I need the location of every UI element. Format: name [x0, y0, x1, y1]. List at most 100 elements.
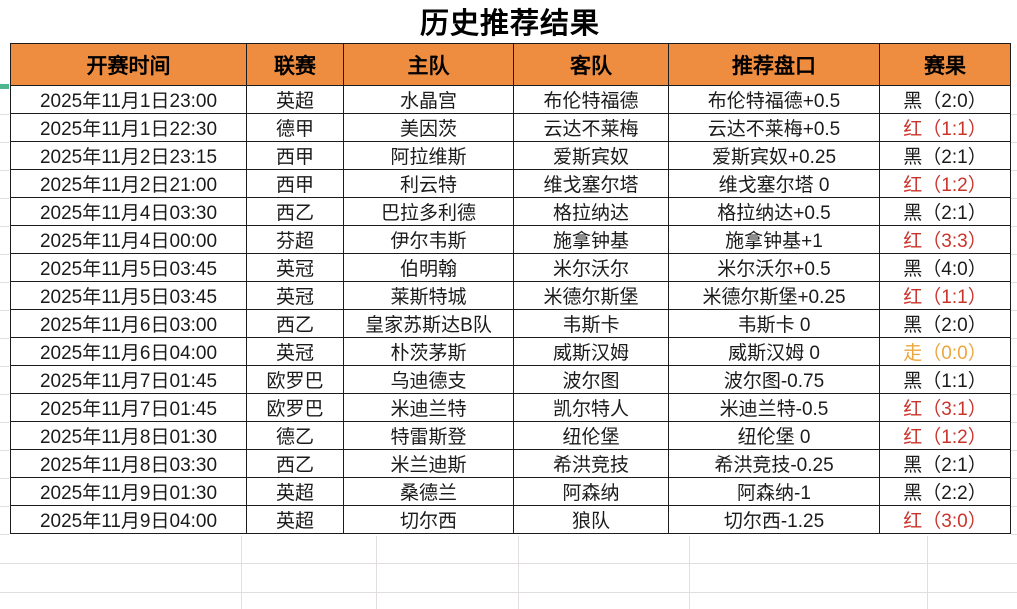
cell-handicap[interactable]: 布伦特福德+0.5	[668, 85, 880, 114]
cell-league[interactable]: 德甲	[246, 113, 344, 142]
cell-result[interactable]: 黑（4:0）	[879, 253, 1011, 282]
cell-kickoff-time[interactable]: 2025年11月9日04:00	[10, 505, 247, 534]
cell-home-team[interactable]: 利云特	[343, 169, 514, 198]
cell-result[interactable]: 黑（2:0）	[879, 309, 1011, 338]
cell-away-team[interactable]: 凯尔特人	[513, 393, 669, 422]
cell-home-team[interactable]: 特雷斯登	[343, 421, 514, 450]
cell-away-team[interactable]: 爱斯宾奴	[513, 141, 669, 170]
cell-kickoff-time[interactable]: 2025年11月6日03:00	[10, 309, 247, 338]
cell-kickoff-time[interactable]: 2025年11月7日01:45	[10, 365, 247, 394]
cell-kickoff-time[interactable]: 2025年11月2日21:00	[10, 169, 247, 198]
cell-kickoff-time[interactable]: 2025年11月4日03:30	[10, 197, 247, 226]
cell-home-team[interactable]: 莱斯特城	[343, 281, 514, 310]
cell-result[interactable]: 红（3:3）	[879, 225, 1011, 254]
column-header-away-team[interactable]: 客队	[513, 43, 669, 86]
cell-away-team[interactable]: 维戈塞尔塔	[513, 169, 669, 198]
cell-home-team[interactable]: 巴拉多利德	[343, 197, 514, 226]
cell-home-team[interactable]: 伯明翰	[343, 253, 514, 282]
cell-away-team[interactable]: 希洪竞技	[513, 449, 669, 478]
column-header-kickoff-time[interactable]: 开赛时间	[10, 43, 247, 86]
cell-away-team[interactable]: 韦斯卡	[513, 309, 669, 338]
cell-home-team[interactable]: 米迪兰特	[343, 393, 514, 422]
cell-handicap[interactable]: 米尔沃尔+0.5	[668, 253, 880, 282]
cell-result[interactable]: 黑（2:0）	[879, 85, 1011, 114]
cell-home-team[interactable]: 朴茨茅斯	[343, 337, 514, 366]
cell-result[interactable]: 走（0:0）	[879, 337, 1011, 366]
cell-handicap[interactable]: 波尔图-0.75	[668, 365, 880, 394]
cell-league[interactable]: 西乙	[246, 309, 344, 338]
cell-result[interactable]: 红（1:1）	[879, 281, 1011, 310]
cell-home-team[interactable]: 美因茨	[343, 113, 514, 142]
cell-kickoff-time[interactable]: 2025年11月2日23:15	[10, 141, 247, 170]
cell-away-team[interactable]: 狼队	[513, 505, 669, 534]
cell-result[interactable]: 黑（2:1）	[879, 449, 1011, 478]
cell-league[interactable]: 欧罗巴	[246, 393, 344, 422]
cell-kickoff-time[interactable]: 2025年11月8日01:30	[10, 421, 247, 450]
cell-kickoff-time[interactable]: 2025年11月7日01:45	[10, 393, 247, 422]
cell-league[interactable]: 英冠	[246, 253, 344, 282]
cell-kickoff-time[interactable]: 2025年11月1日23:00	[10, 85, 247, 114]
cell-result[interactable]: 黑（1:1）	[879, 365, 1011, 394]
cell-league[interactable]: 英超	[246, 477, 344, 506]
cell-away-team[interactable]: 阿森纳	[513, 477, 669, 506]
cell-league[interactable]: 西甲	[246, 169, 344, 198]
cell-handicap[interactable]: 纽伦堡 0	[668, 421, 880, 450]
cell-kickoff-time[interactable]: 2025年11月9日01:30	[10, 477, 247, 506]
cell-handicap[interactable]: 切尔西-1.25	[668, 505, 880, 534]
cell-home-team[interactable]: 皇家苏斯达B队	[343, 309, 514, 338]
cell-handicap[interactable]: 阿森纳-1	[668, 477, 880, 506]
cell-league[interactable]: 芬超	[246, 225, 344, 254]
cell-kickoff-time[interactable]: 2025年11月5日03:45	[10, 253, 247, 282]
cell-result[interactable]: 红（1:2）	[879, 169, 1011, 198]
cell-result[interactable]: 黑（2:1）	[879, 197, 1011, 226]
cell-league[interactable]: 英超	[246, 505, 344, 534]
cell-handicap[interactable]: 格拉纳达+0.5	[668, 197, 880, 226]
cell-league[interactable]: 德乙	[246, 421, 344, 450]
cell-kickoff-time[interactable]: 2025年11月6日04:00	[10, 337, 247, 366]
cell-home-team[interactable]: 桑德兰	[343, 477, 514, 506]
cell-handicap[interactable]: 韦斯卡 0	[668, 309, 880, 338]
cell-handicap[interactable]: 希洪竞技-0.25	[668, 449, 880, 478]
column-header-league[interactable]: 联赛	[246, 43, 344, 86]
cell-handicap[interactable]: 米迪兰特-0.5	[668, 393, 880, 422]
cell-handicap[interactable]: 威斯汉姆 0	[668, 337, 880, 366]
cell-away-team[interactable]: 波尔图	[513, 365, 669, 394]
cell-league[interactable]: 英冠	[246, 281, 344, 310]
cell-handicap[interactable]: 云达不莱梅+0.5	[668, 113, 880, 142]
cell-handicap[interactable]: 爱斯宾奴+0.25	[668, 141, 880, 170]
cell-kickoff-time[interactable]: 2025年11月4日00:00	[10, 225, 247, 254]
cell-home-team[interactable]: 伊尔韦斯	[343, 225, 514, 254]
cell-result[interactable]: 红（1:2）	[879, 421, 1011, 450]
cell-handicap[interactable]: 米德尔斯堡+0.25	[668, 281, 880, 310]
cell-result[interactable]: 黑（2:2）	[879, 477, 1011, 506]
cell-away-team[interactable]: 米尔沃尔	[513, 253, 669, 282]
cell-league[interactable]: 欧罗巴	[246, 365, 344, 394]
cell-kickoff-time[interactable]: 2025年11月5日03:45	[10, 281, 247, 310]
cell-home-team[interactable]: 乌迪德支	[343, 365, 514, 394]
cell-home-team[interactable]: 水晶宫	[343, 85, 514, 114]
cell-away-team[interactable]: 云达不莱梅	[513, 113, 669, 142]
cell-away-team[interactable]: 纽伦堡	[513, 421, 669, 450]
cell-home-team[interactable]: 米兰迪斯	[343, 449, 514, 478]
cell-handicap[interactable]: 维戈塞尔塔 0	[668, 169, 880, 198]
cell-away-team[interactable]: 米德尔斯堡	[513, 281, 669, 310]
column-header-handicap[interactable]: 推荐盘口	[668, 43, 880, 86]
cell-away-team[interactable]: 施拿钟基	[513, 225, 669, 254]
cell-league[interactable]: 英冠	[246, 337, 344, 366]
cell-kickoff-time[interactable]: 2025年11月1日22:30	[10, 113, 247, 142]
cell-league[interactable]: 英超	[246, 85, 344, 114]
cell-away-team[interactable]: 格拉纳达	[513, 197, 669, 226]
cell-league[interactable]: 西乙	[246, 449, 344, 478]
cell-kickoff-time[interactable]: 2025年11月8日03:30	[10, 449, 247, 478]
column-header-result[interactable]: 赛果	[879, 43, 1011, 86]
cell-league[interactable]: 西乙	[246, 197, 344, 226]
cell-league[interactable]: 西甲	[246, 141, 344, 170]
cell-away-team[interactable]: 布伦特福德	[513, 85, 669, 114]
cell-home-team[interactable]: 切尔西	[343, 505, 514, 534]
cell-result[interactable]: 红（1:1）	[879, 113, 1011, 142]
cell-result[interactable]: 红（3:0）	[879, 505, 1011, 534]
column-header-home-team[interactable]: 主队	[343, 43, 514, 86]
cell-home-team[interactable]: 阿拉维斯	[343, 141, 514, 170]
cell-away-team[interactable]: 威斯汉姆	[513, 337, 669, 366]
cell-result[interactable]: 红（3:1）	[879, 393, 1011, 422]
